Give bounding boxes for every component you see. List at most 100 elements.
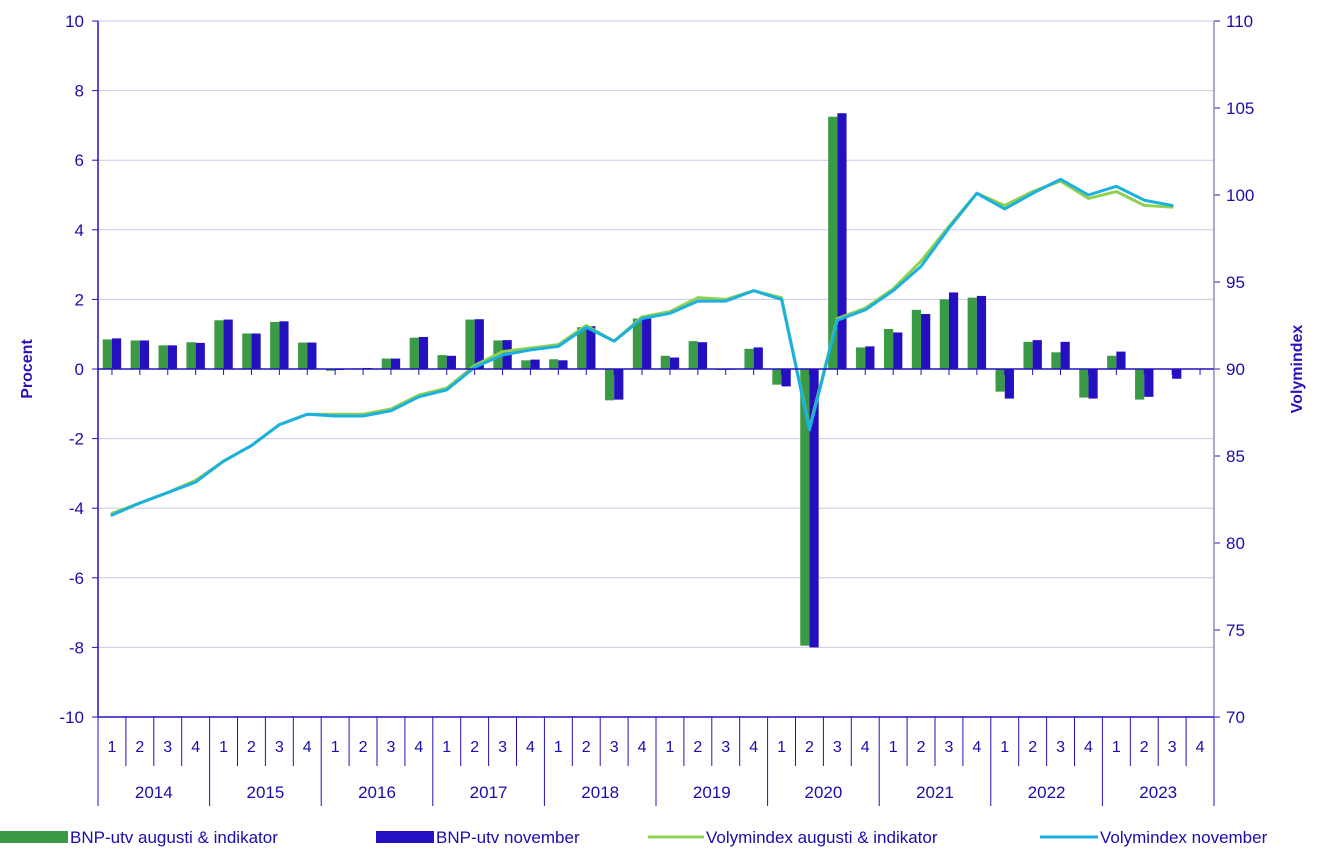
bar — [1032, 340, 1042, 369]
bar — [158, 345, 168, 369]
quarter-label: 4 — [303, 739, 312, 756]
bar — [967, 297, 977, 369]
bar — [474, 319, 484, 369]
bar — [828, 116, 838, 369]
right-tick-label: 90 — [1226, 360, 1245, 379]
bar — [939, 299, 949, 369]
quarter-label: 1 — [554, 739, 563, 756]
quarter-label: 2 — [693, 739, 702, 756]
quarter-label: 1 — [219, 739, 228, 756]
quarter-label: 4 — [1196, 739, 1205, 756]
right-axis-title: Volymindex — [1289, 325, 1306, 414]
bar — [1004, 369, 1014, 399]
bar — [1135, 369, 1145, 400]
gridlines — [98, 20, 1214, 648]
left-axis-title: Procent — [19, 339, 36, 399]
bar — [167, 345, 177, 369]
bar — [446, 355, 456, 369]
bar — [186, 342, 196, 369]
bar — [1023, 341, 1033, 369]
quarter-label: 3 — [498, 739, 507, 756]
bar — [604, 369, 615, 401]
quarter-label: 4 — [749, 739, 758, 756]
left-tick-label: -6 — [69, 569, 84, 588]
year-label: 2019 — [693, 783, 731, 802]
bar — [139, 340, 150, 369]
bar — [409, 337, 419, 369]
bar — [251, 333, 261, 369]
quarter-label: 3 — [1056, 739, 1065, 756]
legend-label: Volymindex november — [1100, 828, 1268, 847]
left-tick-label: 2 — [75, 290, 84, 309]
bar — [911, 309, 922, 369]
bar — [893, 332, 903, 369]
bar — [325, 369, 336, 371]
bar — [381, 358, 391, 369]
bar — [1079, 369, 1089, 398]
left-tick-label: -8 — [69, 638, 84, 657]
quarter-label: 4 — [414, 739, 423, 756]
left-tick-label: 6 — [75, 151, 84, 170]
bar — [809, 369, 819, 648]
quarter-label: 3 — [833, 739, 842, 756]
left-tick-label: -4 — [69, 499, 84, 518]
quarter-label: 1 — [1000, 739, 1009, 756]
left-tick-label: 8 — [75, 82, 84, 101]
bar — [865, 346, 875, 369]
left-tick-label: 10 — [65, 12, 84, 31]
bar — [772, 369, 782, 385]
bar — [298, 342, 308, 369]
bar — [130, 340, 140, 369]
legend-swatch-bar — [376, 831, 434, 843]
bar — [921, 314, 931, 369]
bar — [549, 359, 559, 369]
bar — [883, 328, 894, 369]
bar — [1172, 369, 1182, 379]
bar — [1088, 369, 1098, 399]
quarter-label: 2 — [805, 739, 814, 756]
quarter-label: 1 — [442, 739, 451, 756]
bar — [1116, 351, 1126, 369]
bar — [660, 355, 670, 369]
bar — [521, 360, 531, 369]
quarter-label: 3 — [721, 739, 730, 756]
bar — [800, 369, 810, 646]
year-label: 2014 — [135, 783, 173, 802]
series-line-volymindex-november — [110, 177, 1174, 517]
quarter-label: 4 — [861, 739, 870, 756]
bar — [995, 369, 1005, 392]
bar — [1144, 369, 1154, 397]
quarter-label: 1 — [107, 739, 116, 756]
bar — [530, 359, 540, 369]
year-label: 2015 — [246, 783, 284, 802]
bar-series — [102, 113, 1182, 648]
bar — [697, 342, 708, 369]
year-label: 2017 — [470, 783, 508, 802]
left-tick-label: -10 — [59, 708, 84, 727]
legend-label: BNP-utv augusti & indikator — [70, 828, 278, 847]
quarter-label: 3 — [1168, 739, 1177, 756]
quarter-label: 3 — [163, 739, 172, 756]
quarter-label: 3 — [610, 739, 619, 756]
year-label: 2016 — [358, 783, 396, 802]
quarter-label: 2 — [359, 739, 368, 756]
right-tick-label: 100 — [1226, 186, 1254, 205]
bar — [837, 113, 847, 369]
left-tick-label: 0 — [75, 360, 84, 379]
year-label: 2018 — [581, 783, 619, 802]
bar — [437, 355, 447, 369]
year-label: 2022 — [1028, 783, 1066, 802]
bar — [279, 321, 289, 369]
left-tick-label: -2 — [69, 430, 84, 449]
bar — [1107, 355, 1117, 369]
bar — [214, 320, 224, 369]
quarter-label: 3 — [944, 739, 953, 756]
quarter-label: 1 — [1112, 739, 1121, 756]
quarter-label: 4 — [191, 739, 200, 756]
bar — [390, 358, 401, 369]
quarter-label: 4 — [1084, 739, 1093, 756]
bar — [223, 319, 233, 369]
quarter-label: 1 — [777, 739, 786, 756]
bar — [744, 348, 754, 369]
quarter-label: 2 — [247, 739, 256, 756]
